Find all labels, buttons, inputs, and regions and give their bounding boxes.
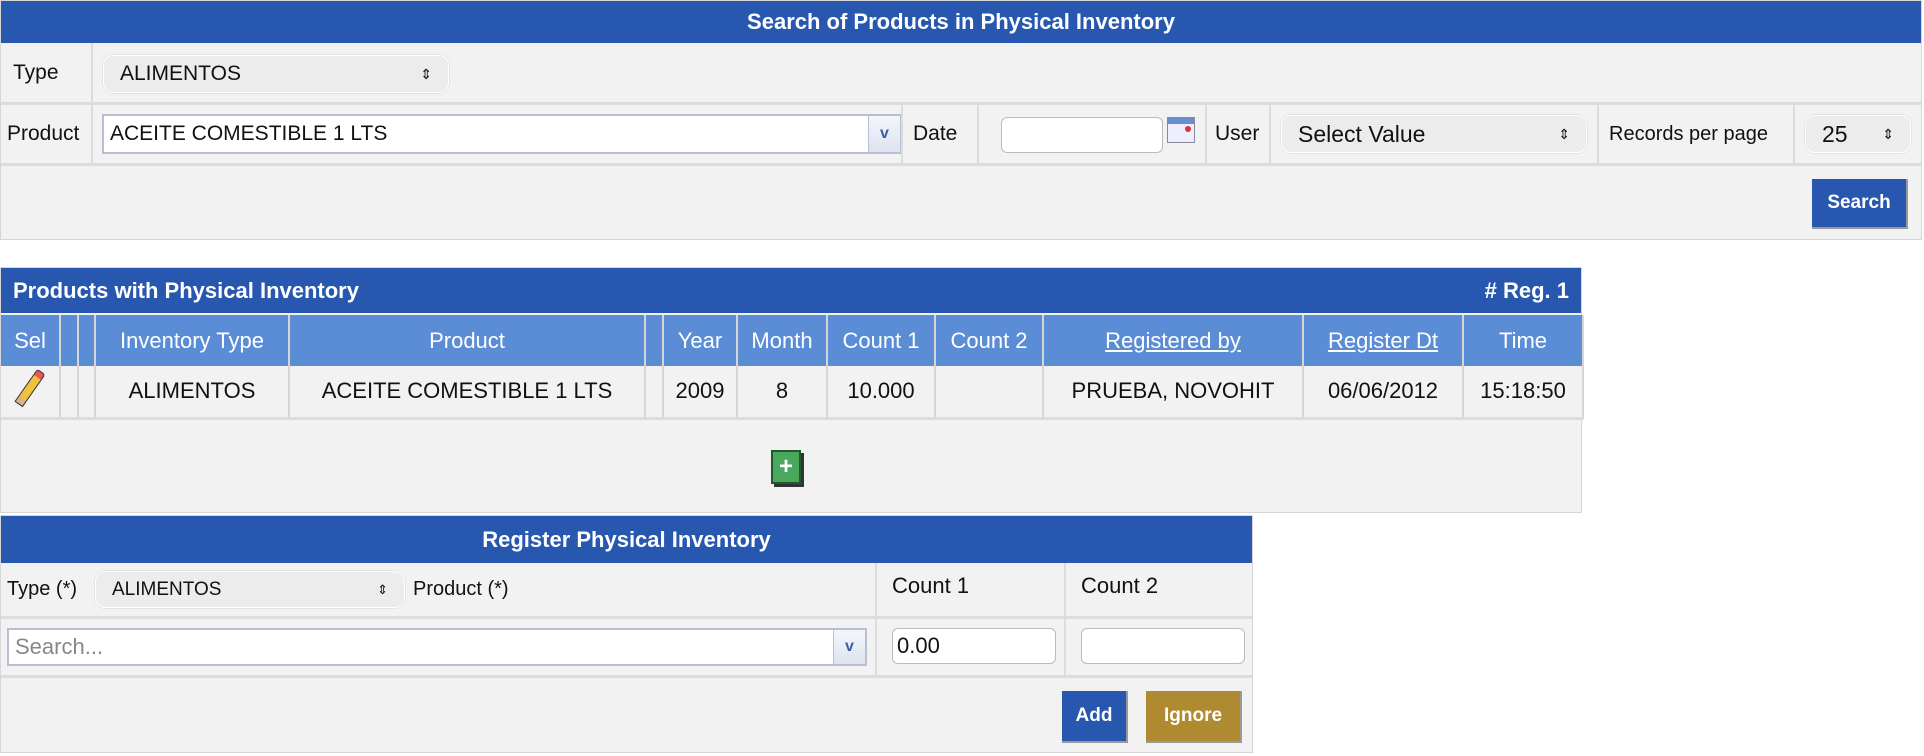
col-count2: Count 2: [935, 315, 1044, 366]
register-type-label: Type (*): [7, 578, 78, 600]
cell-product: ACEITE COMESTIBLE 1 LTS: [289, 366, 646, 420]
search-title-text: Search of Products in Physical Inventory: [747, 9, 1175, 34]
product-search-combobox[interactable]: Search... v: [7, 628, 867, 666]
cell-register-dt: 06/06/2012: [1303, 366, 1464, 420]
product-label: Product: [1, 105, 93, 163]
divider: [1, 102, 1921, 105]
updown-icon: ⇕: [1558, 125, 1570, 142]
col-register-dt-sort[interactable]: Register Dt: [1303, 315, 1464, 366]
col-time: Time: [1463, 315, 1584, 366]
register-title: Register Physical Inventory: [482, 526, 771, 552]
col-sel: Sel: [1, 315, 61, 366]
cell-month: 8: [737, 366, 828, 420]
edit-pencil-icon[interactable]: [1, 366, 61, 420]
table-header-row: Sel Inventory Type Product Year Month Co…: [1, 315, 1584, 366]
type-label: Type: [1, 43, 93, 102]
calendar-icon[interactable]: [1167, 117, 1195, 143]
col-year: Year: [663, 315, 738, 366]
chevron-down-icon[interactable]: v: [868, 116, 900, 152]
date-input[interactable]: [1001, 117, 1163, 153]
add-record-icon[interactable]: +: [771, 450, 801, 484]
records-per-page-select[interactable]: 25 ⇕: [1805, 115, 1911, 153]
col-inventory-type: Inventory Type: [95, 315, 290, 366]
cell-count1: 10.000: [827, 366, 936, 420]
cell-blank: [78, 366, 96, 420]
register-panel: Register Physical Inventory Type (*) ALI…: [0, 515, 1253, 753]
chevron-down-icon[interactable]: v: [833, 630, 865, 664]
divider: [1, 163, 1921, 166]
ignore-button[interactable]: Ignore: [1146, 691, 1242, 743]
date-label: Date: [901, 105, 979, 163]
col-product: Product: [289, 315, 646, 366]
results-table: Sel Inventory Type Product Year Month Co…: [1, 315, 1584, 420]
col-registered-by-sort[interactable]: Registered by: [1043, 315, 1304, 366]
add-button[interactable]: Add: [1062, 691, 1128, 743]
cell-type: ALIMENTOS: [95, 366, 290, 420]
updown-icon: ⇕: [420, 65, 432, 82]
updown-icon: ⇕: [377, 581, 388, 597]
divider: [1, 616, 1252, 619]
col-count1: Count 1: [827, 315, 936, 366]
results-panel: Products with Physical Inventory # Reg. …: [0, 267, 1584, 513]
cell-blank: [60, 366, 79, 420]
type-select[interactable]: ALIMENTOS ⇕: [103, 55, 449, 93]
cell-year: 2009: [663, 366, 738, 420]
col-blank: [645, 315, 664, 366]
col-blank: [78, 315, 96, 366]
count1-label: Count 1: [892, 573, 970, 598]
cell-registered-by: PRUEBA, NOVOHIT: [1043, 366, 1304, 420]
records-per-page-label: Records per page: [1597, 105, 1795, 163]
register-product-label: Product (*): [413, 578, 509, 600]
user-select[interactable]: Select Value ⇕: [1281, 115, 1587, 153]
count2-label: Count 2: [1081, 573, 1159, 598]
cell-time: 15:18:50: [1463, 366, 1584, 420]
count2-input[interactable]: [1081, 628, 1245, 664]
register-title-bar: Register Physical Inventory: [1, 516, 1252, 563]
count1-input[interactable]: 0.00: [892, 628, 1056, 664]
search-button[interactable]: Search: [1812, 179, 1908, 229]
divider: [1064, 563, 1066, 675]
table-row: ALIMENTOS ACEITE COMESTIBLE 1 LTS 2009 8…: [1, 366, 1584, 420]
cell-count2: [935, 366, 1044, 420]
col-month: Month: [737, 315, 828, 366]
results-title: Products with Physical Inventory: [13, 277, 359, 303]
updown-icon: ⇕: [1882, 125, 1894, 142]
search-panel-title: Search of Products in Physical Inventory: [1, 1, 1921, 43]
search-panel: Search of Products in Physical Inventory…: [0, 0, 1922, 240]
cell-blank: [645, 366, 664, 420]
product-combobox[interactable]: ACEITE COMESTIBLE 1 LTS v: [102, 114, 902, 154]
divider: [1, 675, 1252, 678]
user-label: User: [1205, 105, 1271, 163]
register-type-select[interactable]: ALIMENTOS ⇕: [95, 571, 405, 608]
record-count: # Reg. 1: [1484, 277, 1569, 303]
divider: [875, 563, 877, 675]
results-title-bar: Products with Physical Inventory # Reg. …: [1, 268, 1581, 313]
col-blank: [60, 315, 79, 366]
